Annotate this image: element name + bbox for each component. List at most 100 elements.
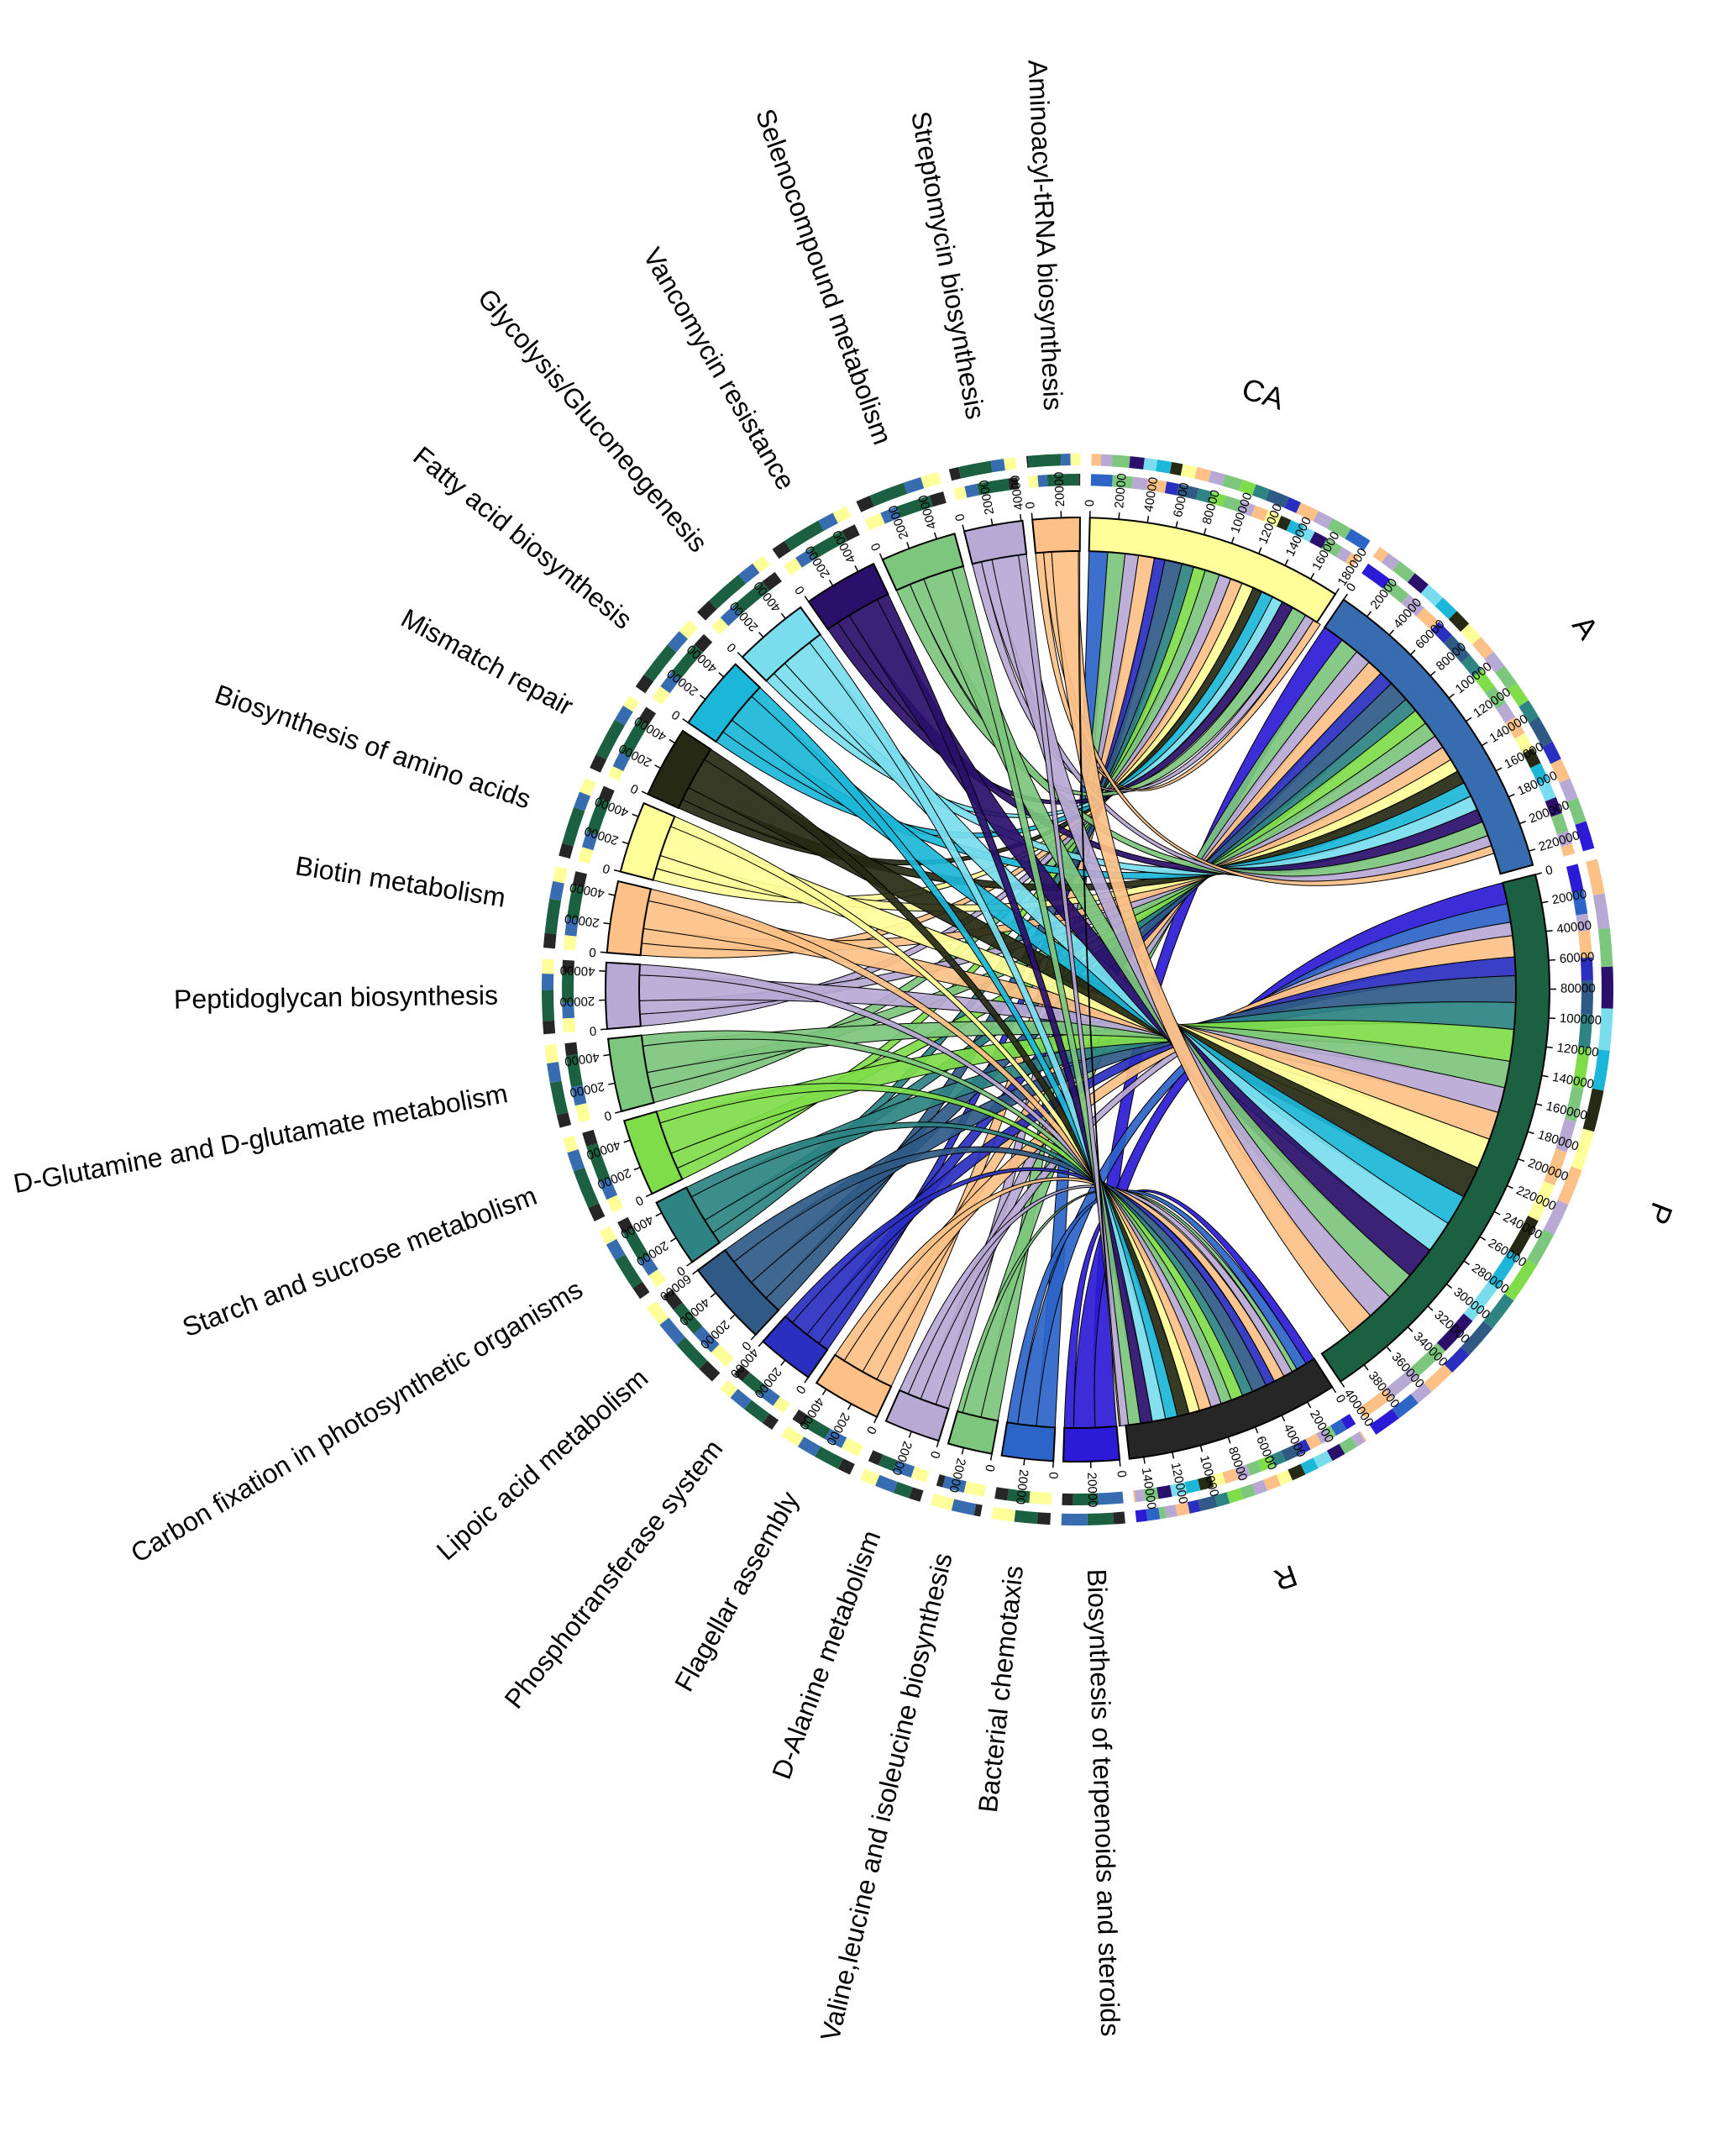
pathway-3-label: D-Alanine metabolism — [766, 1526, 886, 1783]
pathway-8-tick — [634, 1168, 640, 1170]
pathway-4-tick-label: 0 — [863, 1424, 879, 1436]
pathway-0-track-inner — [1062, 1494, 1073, 1505]
sample-r-tick — [1228, 1437, 1230, 1444]
pathway-16-tick — [805, 596, 809, 602]
pathway-1-tick-label: 20000 — [1013, 1468, 1031, 1504]
pathway-1-track-outer — [1014, 1510, 1037, 1525]
pathway-0-track-outer — [1062, 1514, 1088, 1525]
pathway-0-tick-label: 20000 — [1084, 1473, 1099, 1508]
pathway-13-tick — [642, 791, 648, 794]
sample-ca-tick-label: 20000 — [1112, 473, 1130, 509]
pathway-12-tick — [614, 870, 621, 872]
pathway-12-tick-label: 0 — [601, 861, 611, 877]
sample-a-tick — [1367, 612, 1371, 617]
pathway-9-track-outer — [544, 1044, 558, 1063]
pathway-12-track-outer — [562, 807, 585, 847]
sample-ca-tick — [1311, 573, 1314, 579]
pathway-8-track-outer — [574, 1168, 599, 1208]
pathway-5-tick — [781, 1360, 785, 1365]
pathway-7-tick-label: 0 — [674, 1263, 688, 1279]
sample-r-tick — [1282, 1415, 1284, 1421]
sample-r-tick-label: 0 — [1333, 1392, 1349, 1405]
pathway-0-track-outer — [1113, 1512, 1125, 1525]
pathway-18-tick — [962, 525, 964, 532]
pathway-2-tick — [962, 1447, 963, 1454]
sample-p-tick — [1480, 1237, 1486, 1240]
pathway-10-track-outer — [542, 958, 554, 974]
pathway-18-tick — [991, 518, 992, 525]
sample-p-tick — [1542, 1075, 1549, 1076]
pathway-10-arc — [606, 963, 641, 1029]
sample-p-tick — [1535, 1104, 1542, 1105]
pathway-10-tick-label: 0 — [589, 1023, 597, 1038]
pathway-9-label: D-Glutamine and D-glutamate metabolism — [11, 1078, 510, 1199]
pathway-14-tick — [719, 673, 724, 677]
pathway-12-tick — [632, 814, 638, 817]
pathway-17-tick — [935, 533, 936, 539]
sample-ca-tick — [1176, 522, 1177, 528]
pathway-7-tick — [656, 1213, 662, 1216]
pathway-18-label: Streptomycin biosynthesis — [905, 109, 991, 422]
pathway-17-track-outer — [870, 483, 908, 507]
pathway-2-tick-label: 0 — [982, 1463, 997, 1473]
sample-a-label: A — [1566, 609, 1605, 645]
pathway-14-tick — [700, 696, 705, 700]
pathway-2-track-outer — [931, 1494, 954, 1510]
pathway-9-track-outer — [550, 1081, 569, 1116]
sample-p-label: P — [1640, 1198, 1680, 1229]
pathway-4-tick — [848, 1404, 852, 1410]
pathway-9-tick-label: 0 — [602, 1108, 612, 1124]
pathway-11-track-inner — [564, 935, 576, 950]
pathway-1-arc — [1002, 1422, 1056, 1461]
sample-p-track-outer — [1424, 1364, 1452, 1392]
pathway-11-track-outer — [543, 933, 557, 949]
sample-r-tick — [1332, 1387, 1335, 1393]
pathway-10-track-inner — [563, 1018, 575, 1033]
sample-a-tick — [1519, 822, 1525, 824]
sample-p-tick-label: 120000 — [1556, 1041, 1600, 1060]
sample-ca-track-outer — [1222, 475, 1242, 491]
pathway-14-tick-label: 0 — [669, 707, 683, 723]
pathway-12-tick — [622, 842, 629, 843]
pathway-13-tick — [669, 739, 675, 743]
pathway-7-tick — [687, 1262, 693, 1266]
sample-p-tick — [1535, 873, 1542, 874]
pathway-19-track-outer — [1061, 454, 1071, 465]
pathway-8-tick — [624, 1140, 631, 1142]
sample-a-track-outer — [1559, 778, 1577, 801]
sample-p-tick — [1464, 1261, 1470, 1265]
sample-p-tick — [1446, 1284, 1451, 1288]
pathway-17-tick — [907, 542, 910, 548]
sample-a-tick — [1389, 630, 1393, 635]
sample-ca-tick-label: 0 — [1083, 500, 1097, 507]
pathway-16-tick-label: 0 — [792, 583, 808, 597]
sample-ca-track-inner — [1091, 474, 1113, 486]
sample-a-tick — [1496, 768, 1502, 771]
pathway-11-track-outer — [545, 899, 561, 934]
pathway-0-label: Biosynthesis of terpenoids and steroids — [1082, 1568, 1125, 2037]
pathway-15-tick — [737, 653, 742, 658]
pathway-19-track-outer — [1028, 454, 1061, 467]
sample-ca-track-outer — [1181, 464, 1198, 478]
sample-a-tick — [1529, 849, 1535, 851]
pathway-19-tick — [1031, 513, 1032, 520]
pathway-10-tick — [601, 1029, 607, 1030]
pathway-3-track-outer — [875, 1475, 898, 1493]
pathway-10-track-outer — [542, 990, 554, 1021]
sample-ca-track-outer — [1194, 467, 1211, 482]
pathway-17-tick — [880, 554, 883, 559]
pathway-2-track-outer — [952, 1499, 976, 1515]
sample-p-track-outer — [1601, 967, 1613, 1009]
pathway-9-track-outer — [547, 1062, 561, 1083]
sample-p-track-outer — [1598, 928, 1613, 967]
sample-p-tick — [1507, 1185, 1513, 1188]
pathway-10-track-outer — [543, 1021, 555, 1034]
sample-r-track-outer — [1135, 1510, 1148, 1522]
pathway-0-track-inner — [1098, 1492, 1124, 1505]
sample-r-tick — [1144, 1457, 1145, 1463]
sample-a-tick — [1410, 650, 1415, 655]
pathway-1-tick — [1024, 1458, 1025, 1465]
pathway-10-track-outer — [542, 974, 553, 990]
pathway-8-tick — [646, 1194, 652, 1196]
